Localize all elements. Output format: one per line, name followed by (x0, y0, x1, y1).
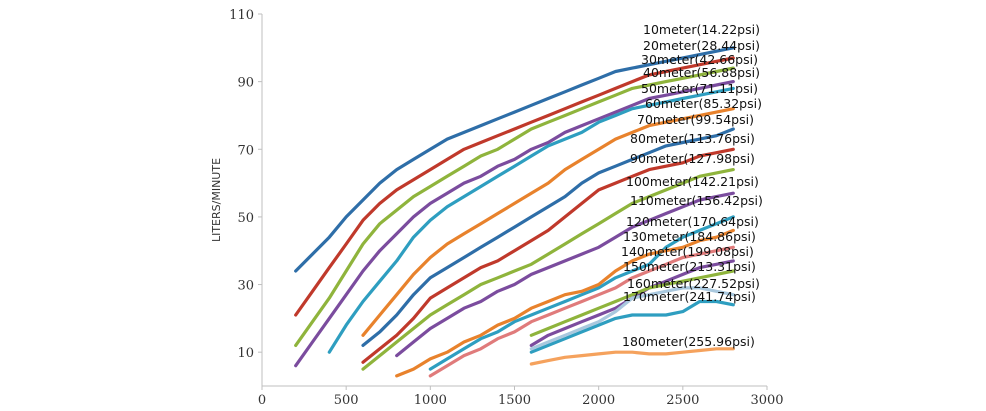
series-line (294, 79, 735, 368)
series-lines (294, 46, 735, 378)
series-label: 20meter(28.44psi) (643, 38, 760, 53)
series-label: 90meter(127.98psi) (630, 151, 755, 166)
y-tick-label: 30 (237, 279, 254, 294)
y-tick-label: 10 (237, 346, 254, 361)
series-line (361, 127, 735, 347)
series-label: 140meter(199.08psi) (621, 244, 754, 259)
series-line (361, 147, 735, 364)
series-label: 10meter(14.22psi) (643, 22, 760, 37)
y-tick-label: 110 (229, 8, 254, 23)
series-line (361, 107, 735, 337)
x-tick-label: 500 (334, 393, 359, 408)
series-labels: 10meter(14.22psi)20meter(28.44psi)30mete… (621, 22, 763, 349)
y-tick-label: 50 (237, 211, 254, 226)
y-axis-label: LITERS/MINUTE (210, 158, 223, 242)
series-line (327, 86, 735, 354)
series-line (361, 168, 735, 371)
series-label: 70meter(99.54psi) (637, 112, 754, 127)
series-label: 180meter(255.96psi) (622, 334, 755, 349)
series-line (428, 245, 735, 378)
series-line (294, 46, 735, 273)
series-label: 120meter(170.64psi) (626, 214, 759, 229)
x-tick-label: 1500 (498, 393, 531, 408)
series-label: 150meter(213.31psi) (623, 259, 756, 274)
series-label: 130meter(184.86psi) (623, 229, 756, 244)
series-line (529, 286, 735, 351)
series-line (395, 191, 735, 358)
series-label: 40meter(56.88psi) (643, 65, 760, 80)
series-label: 170meter(241.74psi) (623, 289, 756, 304)
series-label: 160meter(227.52psi) (627, 276, 760, 291)
x-tick-label: 2000 (582, 393, 615, 408)
series-line (529, 269, 735, 337)
series-line (529, 347, 735, 366)
series-label: 80meter(113.76psi) (630, 131, 755, 146)
series-label: 60meter(85.32psi) (645, 96, 762, 111)
series-label: 50meter(71.11psi) (641, 81, 758, 96)
series-line (395, 228, 735, 378)
series-line (428, 215, 735, 371)
axis-ticks: 10 30 50 70 90 110 0 500 1000 1500 2000 2500 3000 (229, 8, 783, 408)
x-tick-label: 1000 (414, 393, 447, 408)
series-label: 30meter(42.66psi) (641, 52, 758, 67)
x-tick-label: 3000 (750, 393, 783, 408)
series-line (294, 66, 735, 347)
x-tick-label: 0 (258, 393, 266, 408)
series-line (529, 299, 735, 354)
series-label: 100meter(142.21psi) (626, 174, 759, 189)
y-tick-label: 90 (237, 76, 254, 91)
series-line (294, 56, 735, 317)
series-label: 110meter(156.42psi) (630, 193, 763, 208)
x-tick-label: 2500 (666, 393, 699, 408)
y-tick-label: 70 (237, 143, 254, 158)
